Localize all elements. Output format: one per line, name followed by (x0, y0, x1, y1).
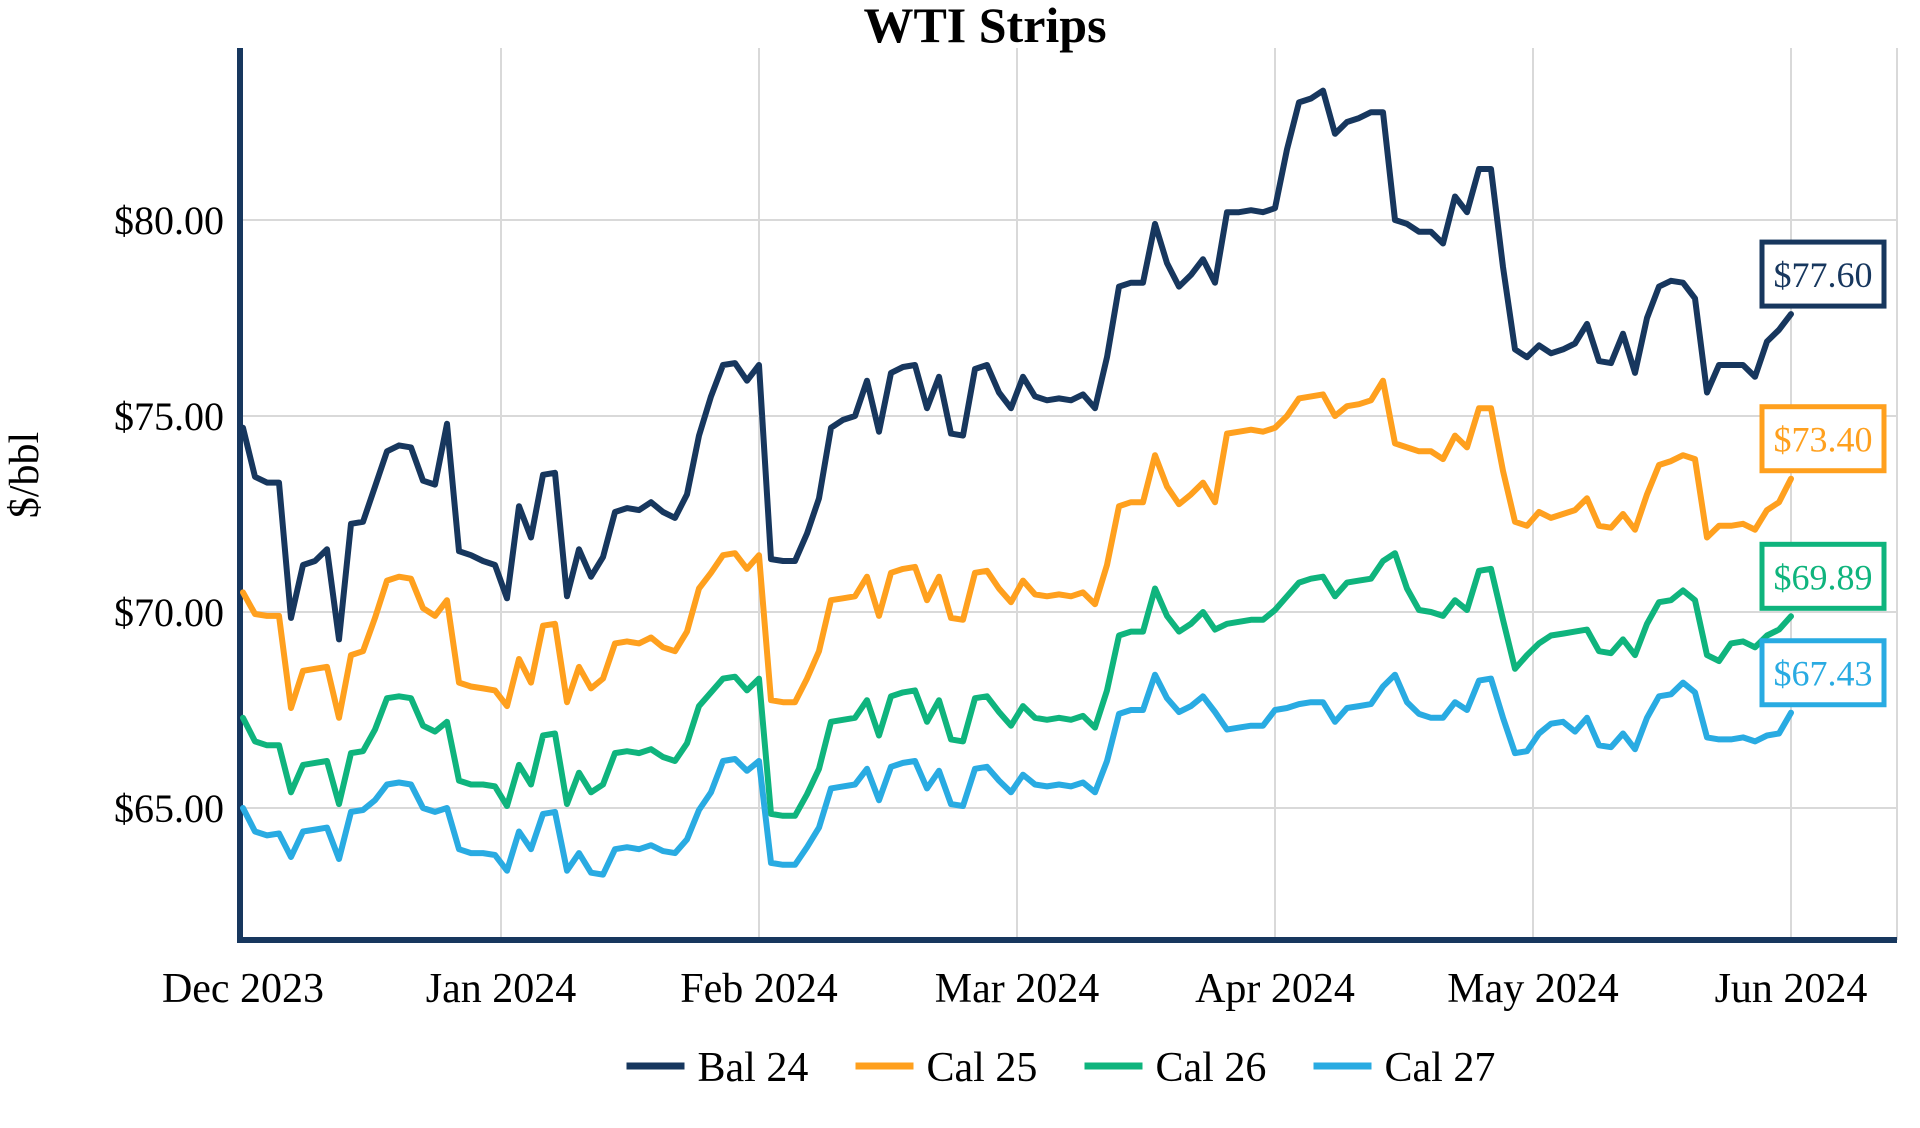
legend-label-bal-24: Bal 24 (698, 1045, 809, 1091)
x-tick-label: May 2024 (1447, 966, 1619, 1012)
y-tick-labels: $80.00 $75.00 $70.00 $65.00 (114, 198, 224, 831)
x-tick-label: Jan 2024 (426, 966, 577, 1012)
y-tick-label: $70.00 (114, 590, 224, 635)
end-value-box (1759, 638, 1887, 708)
axes (237, 48, 1897, 943)
legend-label-cal-27: Cal 27 (1385, 1045, 1496, 1091)
x-tick-labels: Dec 2023 Jan 2024 Feb 2024 Mar 2024 Apr 2024… (162, 966, 1867, 1012)
end-value-box (1759, 541, 1887, 611)
series-line-cal-27 (240, 671, 1794, 878)
end-value-text: $67.43 (1774, 654, 1873, 694)
end-value-text: $77.60 (1774, 255, 1873, 295)
x-tick-label: Apr 2024 (1195, 966, 1355, 1012)
gridlines (240, 48, 1898, 940)
series-line-bal-24 (240, 87, 1794, 643)
legend-label-cal-26: Cal 26 (1156, 1045, 1267, 1091)
legend: Bal 24 Cal 25 Cal 26 Cal 27 (626, 1045, 1496, 1091)
y-tick-label: $80.00 (114, 198, 224, 243)
x-tick-label: Jun 2024 (1715, 966, 1868, 1012)
chart-title: WTI Strips (863, 0, 1106, 53)
data-series-lines (240, 87, 1794, 878)
y-tick-label: $75.00 (114, 394, 224, 439)
end-value-text: $73.40 (1774, 420, 1873, 460)
series-end-value-labels: $77.60 $73.40 $69.89 $67.43 (1759, 239, 1887, 708)
x-tick-label: Dec 2023 (162, 966, 324, 1012)
end-value-text: $69.89 (1774, 557, 1873, 597)
x-tick-label: Mar 2024 (935, 966, 1099, 1012)
series-line-cal-25 (240, 377, 1794, 721)
y-tick-label: $65.00 (114, 786, 224, 831)
series-line-cal-26 (240, 550, 1794, 819)
end-value-box (1759, 404, 1887, 474)
x-tick-label: Feb 2024 (680, 966, 838, 1012)
y-axis-label: $/bbl (2, 432, 48, 518)
legend-label-cal-25: Cal 25 (927, 1045, 1038, 1091)
end-value-box (1759, 239, 1887, 309)
